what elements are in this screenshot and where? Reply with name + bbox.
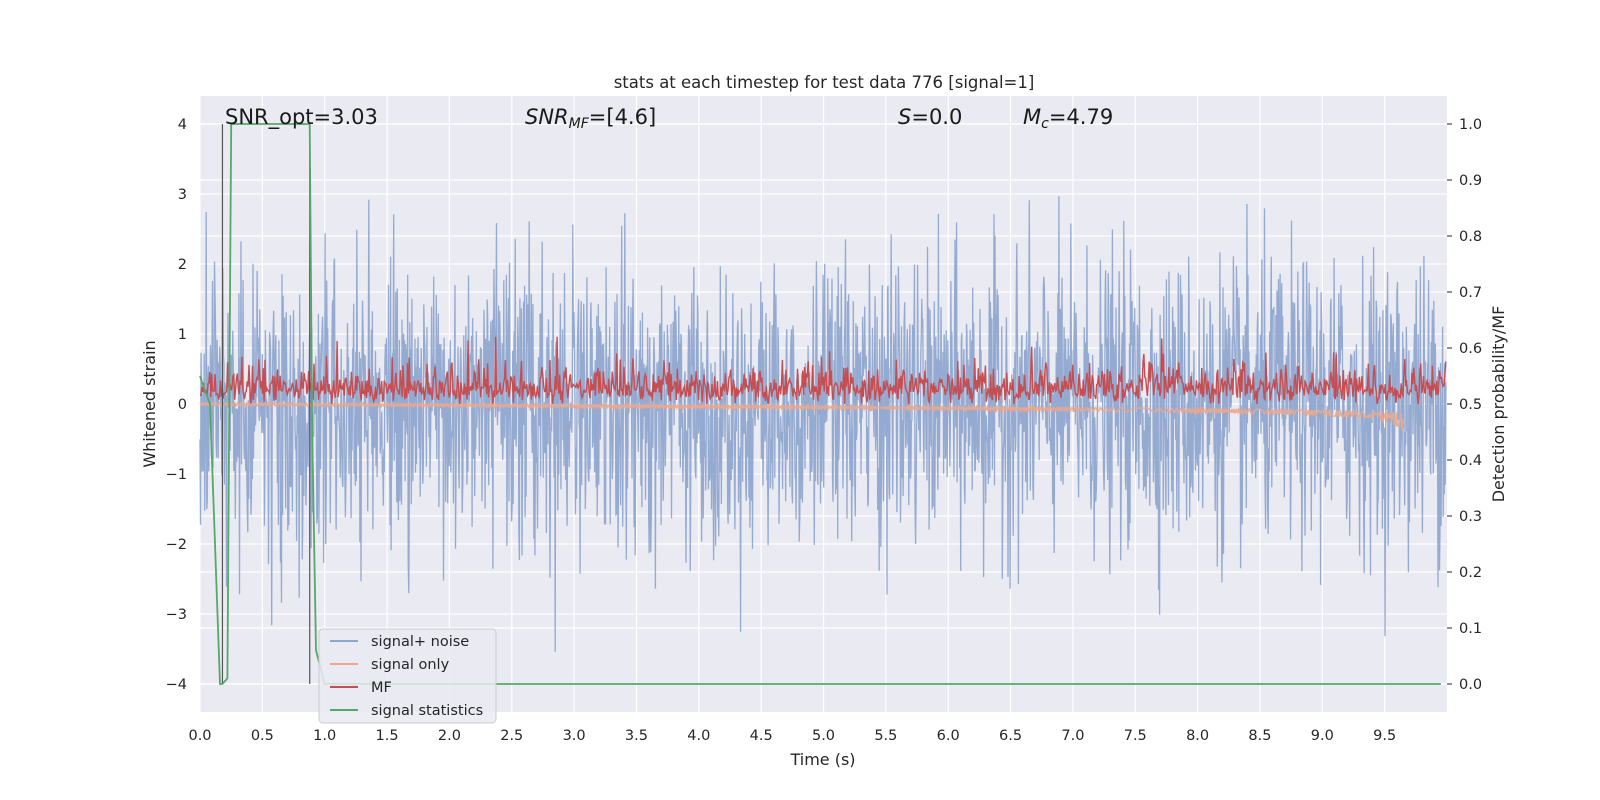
legend-label-signal-noise: signal+ noise xyxy=(371,634,469,650)
legend: signal+ noise signal only MF signal stat… xyxy=(318,628,497,724)
x-tick-label: 0.0 xyxy=(188,728,211,744)
signal-only-line xyxy=(199,401,1405,431)
x-tick-label: 5.5 xyxy=(874,728,897,744)
mc-annotation: Mc=4.79 xyxy=(1023,105,1113,132)
y-axis-label: Whitened strain xyxy=(140,340,159,467)
y-tick-label: −3 xyxy=(166,607,187,623)
x-tick-label: 9.0 xyxy=(1311,728,1334,744)
signal-statistics-series xyxy=(199,123,1441,685)
y-tick-label: −4 xyxy=(166,677,187,693)
y2-tick-label: 0.2 xyxy=(1459,565,1482,581)
tick-labels: 0.0 0.5 1.0 1.5 2.0 2.5 3.0 3.5 4.0 4.5 5.0 5.5 6.0 6… xyxy=(166,117,1482,744)
x-tick-label: 3.5 xyxy=(625,728,648,744)
y2-tick-label: 0.3 xyxy=(1459,509,1482,525)
y2-tick-label: 0.5 xyxy=(1459,397,1482,413)
y2-axis-label: Detection probability/MF xyxy=(1489,306,1508,503)
signal-noise-line xyxy=(199,196,1447,652)
y-tick-label: 1 xyxy=(178,327,187,343)
x-tick-label: 2.0 xyxy=(438,728,461,744)
x-tick-label: 1.5 xyxy=(376,728,399,744)
x-tick-label: 6.5 xyxy=(999,728,1022,744)
legend-label-signal-only: signal only xyxy=(371,657,450,673)
y2-tick-label: 0.0 xyxy=(1459,677,1482,693)
legend-box xyxy=(318,628,497,724)
y2-tick-label: 0.9 xyxy=(1459,173,1482,189)
x-tick-label: 8.5 xyxy=(1248,728,1271,744)
x-axis-label: Time (s) xyxy=(789,750,855,769)
x-tick-label: 6.0 xyxy=(937,728,960,744)
s-annotation: S=0.0 xyxy=(898,105,962,129)
y2-tick-label: 1.0 xyxy=(1459,117,1482,133)
y2-tick-label: 0.7 xyxy=(1459,285,1482,301)
signal-only-series xyxy=(199,401,1405,431)
snr-mf-annotation: SNRMF=[4.6] xyxy=(525,105,656,132)
mf-series xyxy=(199,336,1447,405)
legend-label-signal-statistics: signal statistics xyxy=(371,703,483,719)
x-tick-label: 4.0 xyxy=(687,728,710,744)
snr-opt-annotation: SNR_opt=3.03 xyxy=(225,105,378,130)
y-tick-label: 2 xyxy=(178,257,187,273)
x-tick-label: 7.5 xyxy=(1124,728,1147,744)
y2-tick-label: 0.4 xyxy=(1459,453,1482,469)
x-tick-label: 2.5 xyxy=(500,728,523,744)
x-tick-label: 9.5 xyxy=(1373,728,1396,744)
chart-title: stats at each timestep for test data 776… xyxy=(614,73,1035,92)
y-tick-label: 0 xyxy=(178,397,187,413)
signal-noise-series xyxy=(199,196,1447,652)
x-tick-label: 3.0 xyxy=(563,728,586,744)
x-tick-label: 4.5 xyxy=(750,728,773,744)
y2-tick-label: 0.8 xyxy=(1459,229,1482,245)
y-tick-label: 4 xyxy=(178,117,187,133)
x-tick-label: 7.0 xyxy=(1061,728,1084,744)
legend-label-mf: MF xyxy=(371,680,392,696)
x-tick-label: 5.0 xyxy=(812,728,835,744)
mf-line xyxy=(199,336,1447,405)
signal-statistics-line xyxy=(199,123,1441,685)
x-tick-label: 1.0 xyxy=(313,728,336,744)
y2-tick-label: 0.1 xyxy=(1459,621,1482,637)
y-tick-label: 3 xyxy=(178,187,187,203)
y-tick-label: −2 xyxy=(166,537,187,553)
y-tick-label: −1 xyxy=(166,467,187,483)
x-tick-label: 0.5 xyxy=(251,728,274,744)
x-tick-label: 8.0 xyxy=(1186,728,1209,744)
y2-tick-label: 0.6 xyxy=(1459,341,1482,357)
